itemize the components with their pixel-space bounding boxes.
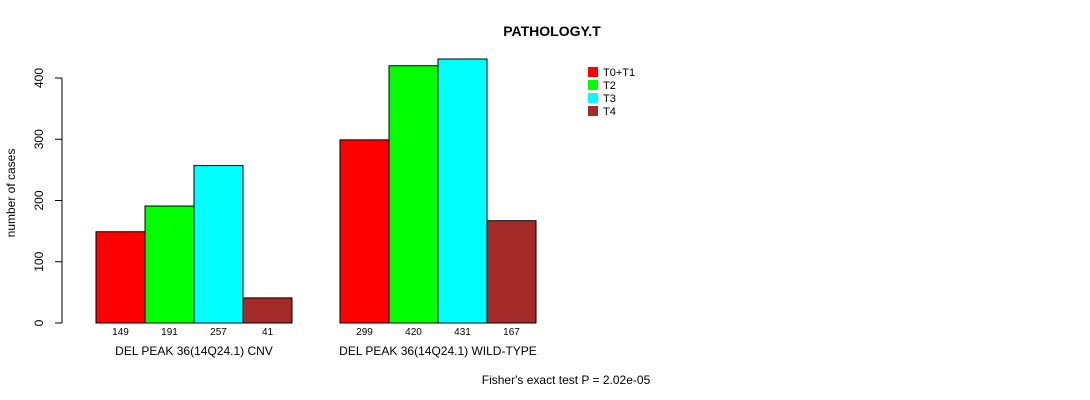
bar-value-labels: 149 191 257 41 299 420 431 167	[112, 327, 520, 338]
bar-value-label: 41	[262, 327, 274, 338]
group-label: DEL PEAK 36(14Q24.1) CNV	[115, 344, 273, 358]
legend-label: T3	[603, 93, 616, 105]
bar-value-label: 191	[161, 327, 178, 338]
bar	[339, 139, 390, 324]
legend-label: T4	[603, 106, 616, 118]
legend-swatch	[588, 67, 598, 77]
y-axis: 0 100 200 300 400	[32, 68, 63, 326]
y-tick-label: 100	[32, 251, 46, 271]
bar	[242, 297, 293, 324]
legend-swatch	[588, 93, 598, 103]
y-tick-label: 300	[32, 129, 46, 149]
legend-swatch	[588, 106, 598, 116]
bar	[437, 58, 488, 324]
bar	[95, 231, 146, 324]
bar	[388, 65, 439, 324]
bar-value-label: 167	[503, 327, 520, 338]
bar	[193, 165, 244, 324]
group-labels: DEL PEAK 36(14Q24.1) CNV DEL PEAK 36(14Q2…	[115, 344, 537, 358]
y-tick-label: 200	[32, 190, 46, 210]
bar-value-label: 149	[112, 327, 129, 338]
group-label: DEL PEAK 36(14Q24.1) WILD-TYPE	[339, 344, 537, 358]
legend-swatch	[588, 80, 598, 90]
chart-title: PATHOLOGY.T	[503, 23, 601, 39]
bar-value-label: 420	[405, 327, 422, 338]
bar	[486, 220, 537, 324]
bar-value-label: 431	[454, 327, 471, 338]
y-tick-label: 400	[32, 68, 46, 88]
bar-value-label: 257	[210, 327, 227, 338]
bar-value-label: 299	[356, 327, 373, 338]
fisher-test-annotation: Fisher's exact test P = 2.02e-05	[482, 373, 651, 387]
bar	[144, 205, 195, 324]
y-tick-label: 0	[32, 319, 46, 326]
bars	[95, 58, 537, 324]
legend-label: T2	[603, 80, 616, 92]
legend-label: T0+T1	[603, 67, 635, 79]
y-axis-label: number of cases	[4, 149, 18, 238]
